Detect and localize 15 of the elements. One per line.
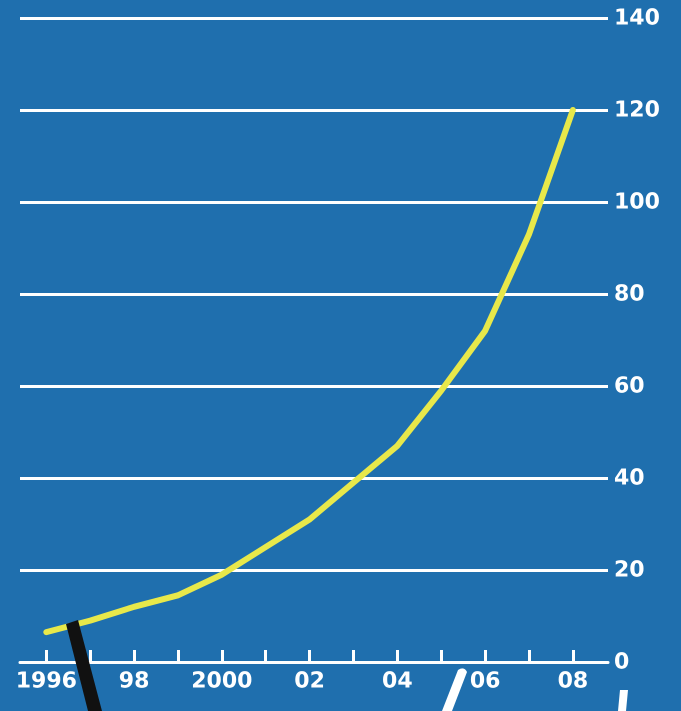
x-tick-label: 2000 [191, 668, 252, 694]
x-tick-label: 1996 [16, 668, 77, 694]
y-tick-label: 100 [614, 190, 660, 214]
x-tick-label: 08 [558, 668, 588, 694]
x-tick-label: 06 [470, 668, 500, 694]
x-tick-label: 04 [382, 668, 413, 694]
y-tick-label: 80 [614, 282, 645, 306]
y-tick-label: 0 [614, 650, 630, 674]
y-tick-label: 60 [614, 374, 645, 398]
x-tick-label: 02 [294, 668, 325, 694]
y-tick-label: 140 [614, 6, 660, 30]
y-tick-label: 120 [614, 98, 660, 122]
y-tick-label: 20 [614, 558, 645, 582]
x-tick-label: 98 [118, 668, 150, 694]
y-tick-label: 40 [614, 466, 645, 490]
